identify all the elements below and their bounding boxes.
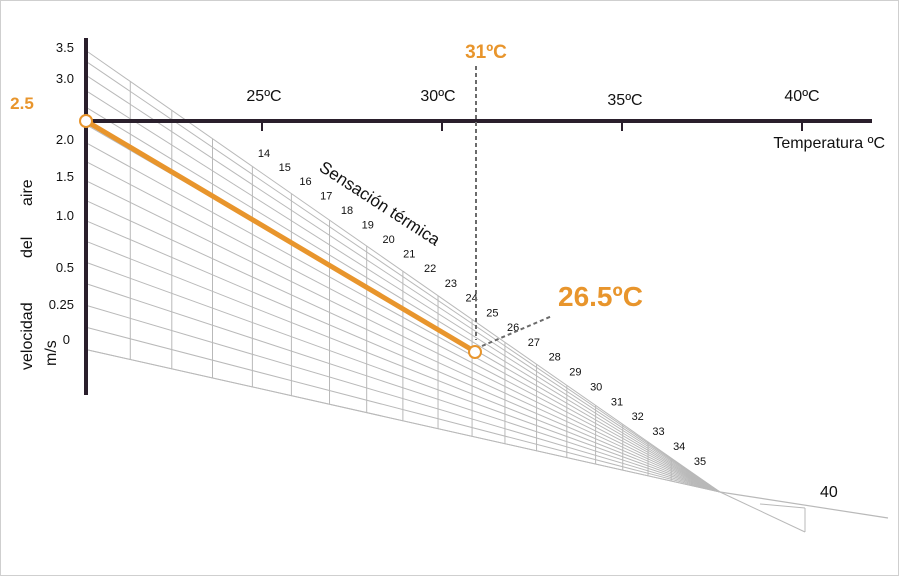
sensation-tick-29: 29 bbox=[569, 367, 581, 379]
temperature-label-30: 30ºC bbox=[420, 88, 455, 105]
speed-tick-0-25: 0.25 bbox=[49, 297, 74, 312]
grid-fan-line bbox=[87, 200, 721, 493]
speed-axis-unit: m/s bbox=[43, 340, 60, 366]
sensation-tick-19: 19 bbox=[362, 219, 374, 231]
temperature-axis-title: Temperatura ºC bbox=[773, 135, 885, 152]
grid-fan-line bbox=[87, 221, 721, 493]
grid-tail-line bbox=[719, 491, 806, 533]
grid-fan-line bbox=[87, 327, 721, 493]
temperature-label-25: 25ºC bbox=[246, 88, 281, 105]
result-point-marker bbox=[468, 345, 482, 359]
sensation-tick-16: 16 bbox=[299, 176, 311, 188]
sensation-scale-title: Sensación térmica bbox=[316, 157, 444, 249]
grid-fan-line bbox=[87, 91, 721, 493]
grid-mesh bbox=[87, 51, 889, 533]
speed-tick-1-0: 1.0 bbox=[56, 208, 74, 223]
sensation-end-value: 40 bbox=[820, 484, 838, 501]
speed-tick-1-5: 1.5 bbox=[56, 169, 74, 184]
grid-fan-line bbox=[87, 262, 721, 493]
sensation-tick-labels: 14 15 16 17 18 19 20 21 22 23 24 25 26 27 28 29 30 31 32 33… bbox=[258, 148, 706, 468]
sensation-tick-27: 27 bbox=[528, 337, 540, 349]
result-highlight-label: 26.5ºC bbox=[558, 281, 643, 312]
sensation-tick-20: 20 bbox=[382, 234, 394, 246]
air-speed-highlight-label: 2.5 bbox=[10, 94, 34, 113]
grid-fan-line bbox=[87, 108, 721, 493]
sensation-tick-26: 26 bbox=[507, 322, 519, 334]
air-speed-point-marker bbox=[79, 114, 93, 128]
speed-axis-word-del: del bbox=[19, 237, 36, 258]
sensation-tick-15: 15 bbox=[279, 162, 291, 174]
grid-fan-line bbox=[87, 62, 721, 493]
sensation-tick-21: 21 bbox=[403, 248, 415, 260]
sensation-tick-18: 18 bbox=[341, 205, 353, 217]
speed-tick-0: 0 bbox=[63, 332, 70, 347]
grid-fan-line bbox=[87, 51, 721, 493]
reading-path-line bbox=[83, 118, 477, 354]
grid-fan-line bbox=[87, 162, 721, 493]
grid-fan-line bbox=[87, 181, 721, 493]
grid-fan-line bbox=[87, 305, 721, 493]
speed-axis-word-velocidad: velocidad bbox=[19, 302, 36, 370]
speed-tick-3-0: 3.0 bbox=[56, 71, 74, 86]
grid-fan-line bbox=[87, 76, 721, 493]
temperature-highlight-label: 31ºC bbox=[465, 42, 507, 63]
sensation-tick-32: 32 bbox=[632, 411, 644, 423]
sensation-tick-33: 33 bbox=[652, 426, 664, 438]
speed-tick-0-5: 0.5 bbox=[56, 260, 74, 275]
grid-tail-line bbox=[719, 491, 889, 519]
result-reference-line bbox=[481, 315, 553, 347]
grid-tail-line bbox=[759, 503, 806, 509]
sensation-tick-35: 35 bbox=[694, 456, 706, 468]
sensation-tick-34: 34 bbox=[673, 441, 685, 453]
sensation-tick-23: 23 bbox=[445, 278, 457, 290]
sensation-tick-24: 24 bbox=[465, 293, 477, 305]
sensation-tick-31: 31 bbox=[611, 396, 623, 408]
temperature-label-35: 35ºC bbox=[607, 92, 642, 109]
sensation-tick-22: 22 bbox=[424, 263, 436, 275]
temperature-label-40: 40ºC bbox=[784, 88, 819, 105]
sensation-tick-17: 17 bbox=[320, 190, 332, 202]
grid-fan-line bbox=[87, 241, 721, 493]
grid-fan-line bbox=[87, 143, 721, 493]
sensation-tick-14: 14 bbox=[258, 148, 270, 160]
speed-tick-2-0: 2.0 bbox=[56, 132, 74, 147]
sensation-tick-25: 25 bbox=[486, 307, 498, 319]
grid-outline-lower bbox=[87, 349, 721, 493]
grid-fan-line bbox=[87, 283, 721, 493]
speed-tick-3-5: 3.5 bbox=[56, 40, 74, 55]
speed-axis-word-aire: aire bbox=[19, 179, 36, 206]
sensation-tick-28: 28 bbox=[549, 352, 561, 364]
sensation-tick-30: 30 bbox=[590, 381, 602, 393]
